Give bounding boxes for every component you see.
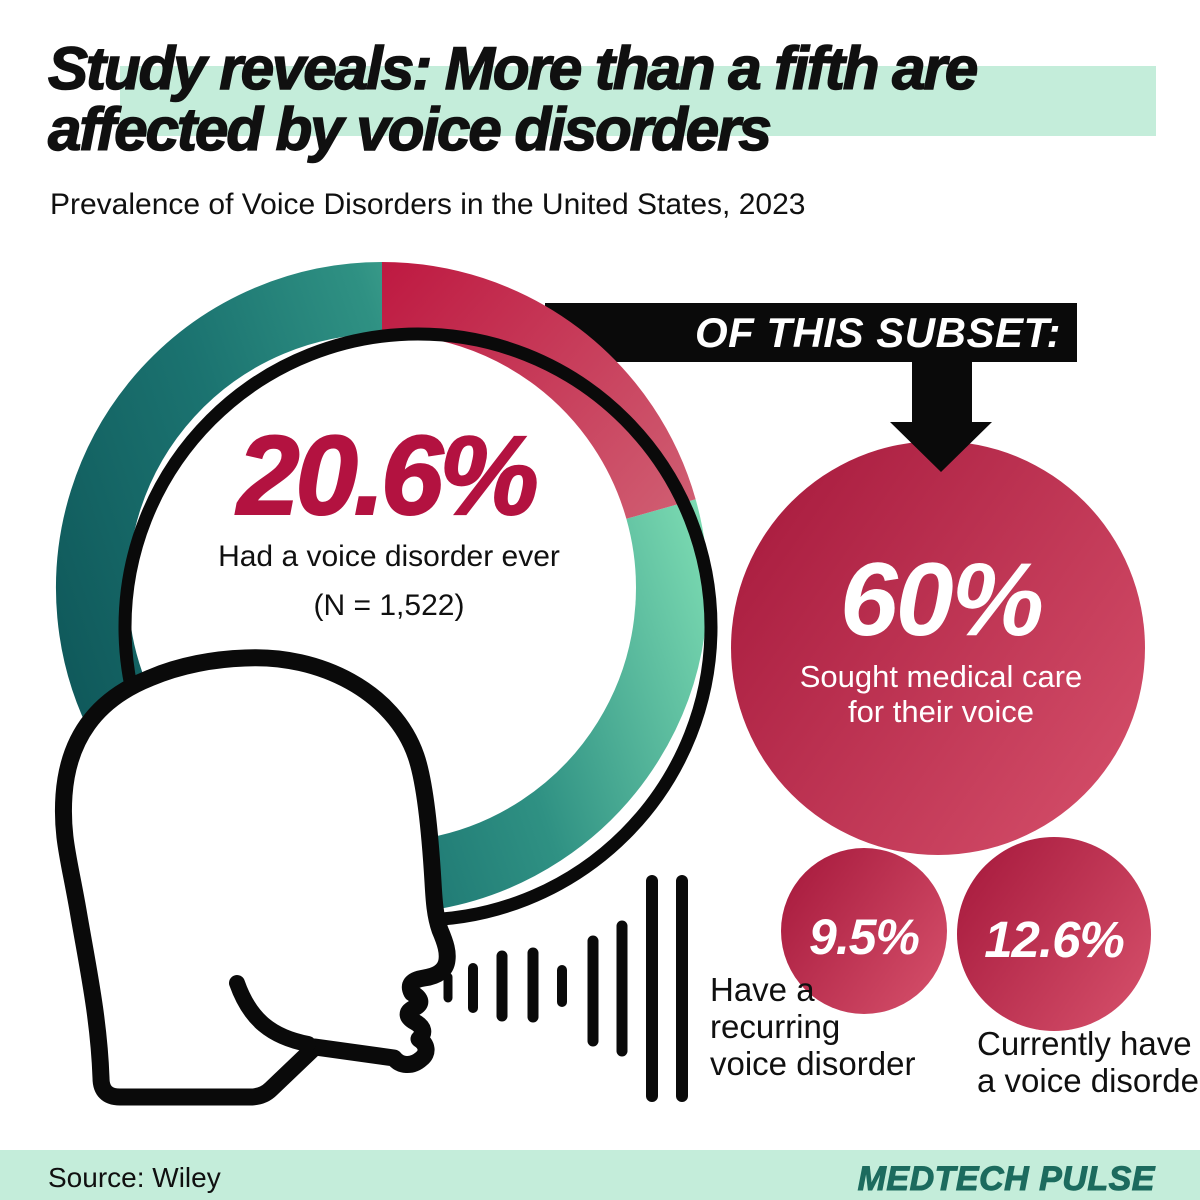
bubble-60 bbox=[731, 441, 1145, 855]
bubble-12-6 bbox=[957, 837, 1151, 1031]
bubble-9-5 bbox=[781, 848, 947, 1014]
source-credit: Source: Wiley bbox=[48, 1162, 221, 1193]
subset-arrow-icon bbox=[890, 362, 992, 472]
head-silhouette-icon bbox=[54, 649, 456, 1106]
bubble-60-label: Sought medical care for their voice bbox=[799, 659, 1083, 729]
bubble-12-6-label: Currently have a voice disorder bbox=[977, 1025, 1200, 1099]
page-title: Study reveals: More than a fifth are aff… bbox=[47, 35, 1168, 163]
footer-bar bbox=[0, 1150, 1200, 1200]
donut-ring-red-segment bbox=[381, 262, 696, 520]
medtech-pulse-logo: MEDTECH PULSE bbox=[857, 1160, 1155, 1199]
sound-wave-icon bbox=[443, 875, 688, 1102]
donut-sample-size: (N = 1,522) bbox=[313, 589, 465, 622]
subset-banner bbox=[545, 303, 1077, 362]
donut-label: Had a voice disorder ever bbox=[218, 540, 560, 573]
subset-banner-label: OF THIS SUBSET: bbox=[694, 309, 1061, 356]
bubble-60-value: 60% bbox=[839, 542, 1044, 658]
title-line-2: affected by voice disorders bbox=[47, 96, 772, 163]
bubble-12-6-value: 12.6% bbox=[984, 911, 1125, 968]
bubble-9-5-value: 9.5% bbox=[809, 909, 920, 965]
page-subtitle: Prevalence of Voice Disorders in the Uni… bbox=[50, 188, 806, 221]
title-line-1: Study reveals: More than a fifth are bbox=[47, 35, 979, 102]
title-highlight-band bbox=[120, 66, 1156, 136]
jaw-line bbox=[229, 975, 316, 1052]
donut-percentage: 20.6% bbox=[236, 413, 540, 538]
bubble-9-5-label: Have a recurring voice disorder bbox=[710, 971, 916, 1082]
